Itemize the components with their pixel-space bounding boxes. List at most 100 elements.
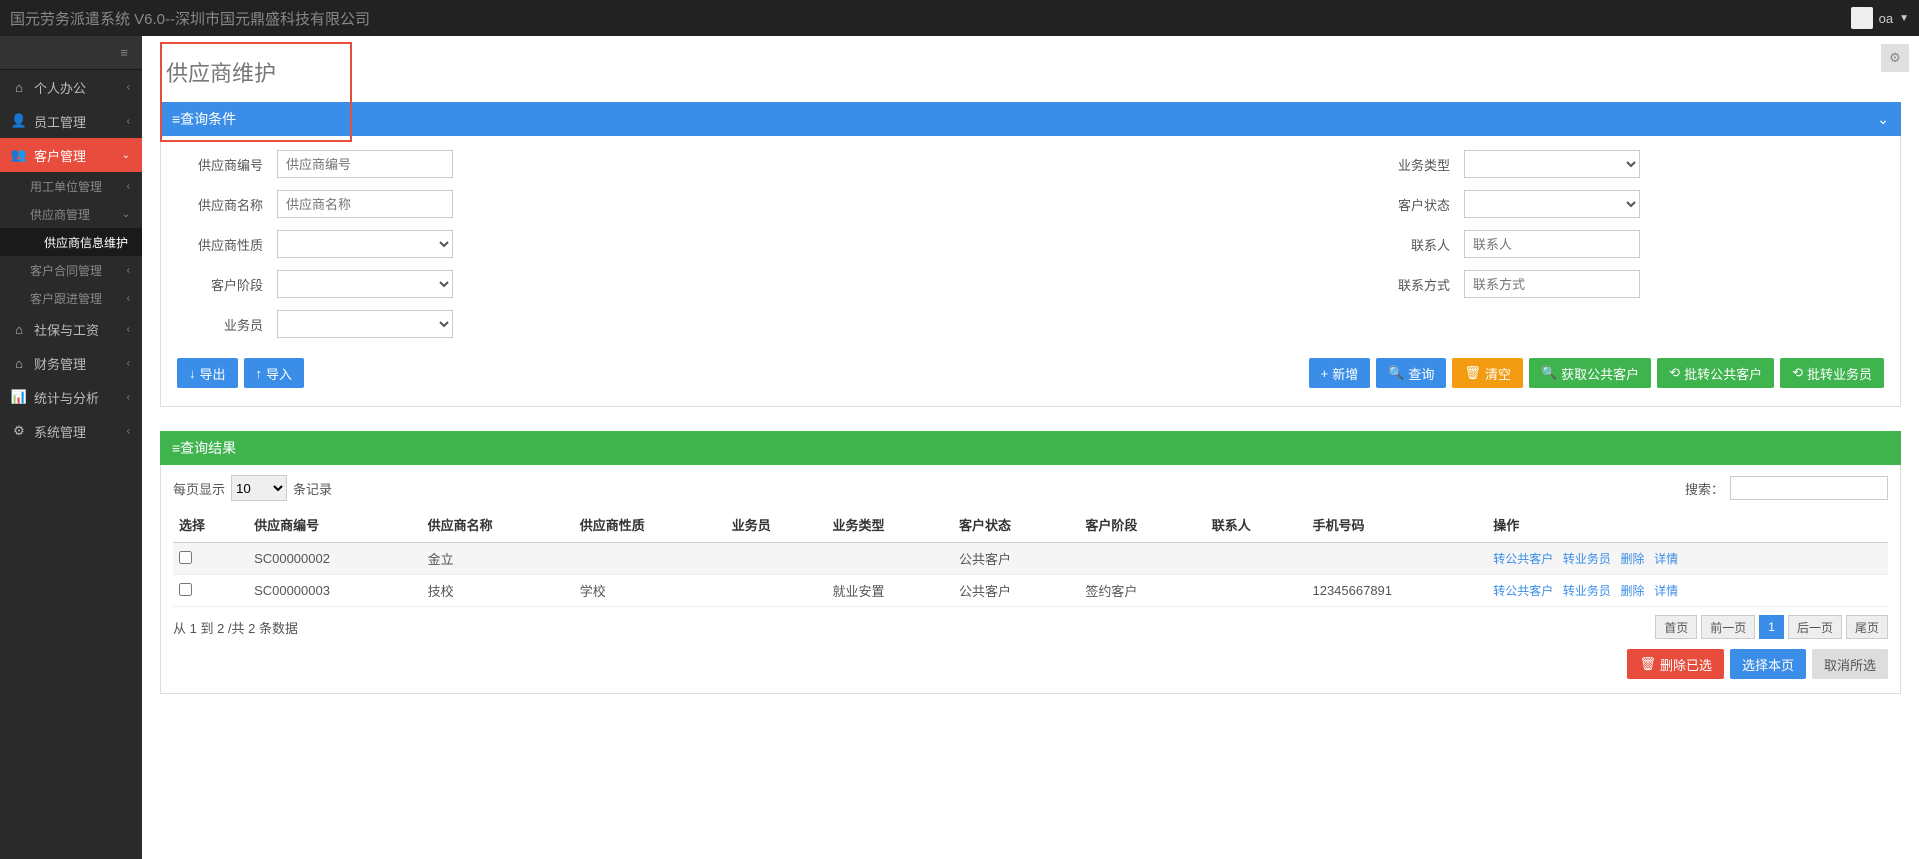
op-detail[interactable]: 详情 [1654, 552, 1678, 566]
cell-phone [1306, 543, 1487, 575]
nav-finance[interactable]: ⌂财务管理‹ [0, 346, 142, 380]
topbar: 国元劳务派遣系统 V6.0--深圳市国元鼎盛科技有限公司 oa ▼ [0, 0, 1919, 36]
label-supplier-nature: 供应商性质 [177, 235, 277, 254]
user-menu[interactable]: oa ▼ [1851, 7, 1909, 29]
settings-button[interactable]: ⚙ [1881, 44, 1909, 72]
chevron-icon: ‹ [127, 358, 130, 369]
import-button[interactable]: ↑导入 [244, 358, 305, 388]
cell-name: 技校 [422, 575, 574, 607]
supplier-nature-select[interactable] [277, 230, 453, 258]
table-info: 从 1 到 2 /共 2 条数据 [173, 618, 298, 637]
page-size-select[interactable]: 10 [231, 475, 287, 501]
per-page-suffix: 条记录 [293, 479, 332, 498]
salesman-select[interactable] [277, 310, 453, 338]
chevron-icon: ‹ [127, 324, 130, 335]
nav-personal[interactable]: ⌂个人办公‹ [0, 70, 142, 104]
batch-sales-button[interactable]: ⟲批转业务员 [1780, 358, 1884, 388]
op-delete[interactable]: 删除 [1621, 552, 1645, 566]
nav-system[interactable]: ⚙系统管理‹ [0, 414, 142, 448]
avatar [1851, 7, 1873, 29]
sidebar-toggle[interactable]: ≡ [0, 36, 142, 70]
pager-page[interactable]: 1 [1759, 615, 1784, 639]
cell-phone: 12345667891 [1306, 575, 1487, 607]
query-panel-body: 供应商编号 供应商名称 供应商性质 客户阶段 业务员 业务类型 客户状态 联系人… [160, 136, 1901, 407]
trash-icon: 🗑 [1639, 656, 1656, 672]
get-public-button[interactable]: 🔍获取公共客户 [1529, 358, 1651, 388]
cell-biztype [827, 543, 953, 575]
collapse-button[interactable]: ⌄ [1877, 111, 1889, 128]
sub-contract[interactable]: 客户合同管理‹ [0, 256, 142, 284]
search-label: 搜索： [1685, 479, 1724, 498]
nav-stats[interactable]: 📊统计与分析‹ [0, 380, 142, 414]
sub-supplier[interactable]: 供应商管理⌄ [0, 200, 142, 228]
select-page-button[interactable]: 选择本页 [1730, 649, 1806, 679]
download-icon: ↓ [189, 366, 196, 381]
op-delete[interactable]: 删除 [1621, 584, 1645, 598]
batch-public-button[interactable]: ⟲批转公共客户 [1657, 358, 1774, 388]
clear-button[interactable]: 🗑清空 [1452, 358, 1523, 388]
customer-stage-select[interactable] [277, 270, 453, 298]
business-type-select[interactable] [1464, 150, 1640, 178]
op-to-sales[interactable]: 转业务员 [1563, 552, 1611, 566]
cell-ops: 转公共客户 转业务员 删除 详情 [1487, 543, 1888, 575]
sub-employer[interactable]: 用工单位管理‹ [0, 172, 142, 200]
sub-supplier-info[interactable]: 供应商信息维护 [0, 228, 142, 256]
export-button[interactable]: ↓导出 [177, 358, 238, 388]
nav-customer[interactable]: 👥客户管理⌄ [0, 138, 142, 172]
col-stage: 客户阶段 [1079, 507, 1205, 543]
cell-nature: 学校 [574, 575, 726, 607]
cell-contact [1206, 575, 1307, 607]
cell-code: SC00000002 [248, 543, 422, 575]
op-to-public[interactable]: 转公共客户 [1493, 584, 1553, 598]
menu-icon: ≡ [172, 111, 180, 127]
deselect-all-button[interactable]: 取消所选 [1812, 649, 1888, 679]
pager-first[interactable]: 首页 [1655, 615, 1697, 639]
op-to-public[interactable]: 转公共客户 [1493, 552, 1553, 566]
gear-icon: ⚙ [12, 423, 26, 439]
search-icon: 🔍 [1541, 365, 1557, 381]
cell-contact [1206, 543, 1307, 575]
table-row: SC00000002 金立 公共客户 转公共客户 转业务员 [173, 543, 1888, 575]
supplier-name-input[interactable] [277, 190, 453, 218]
cell-stage: 签约客户 [1079, 575, 1205, 607]
chart-icon: 📊 [12, 389, 26, 405]
chevron-down-icon: ▼ [1899, 13, 1909, 24]
results-panel-body: 每页显示 10 条记录 搜索： 选择 供应商编号 供应商名称 供应商性质 业务员 [160, 465, 1901, 694]
row-checkbox[interactable] [179, 551, 192, 564]
row-checkbox[interactable] [179, 583, 192, 596]
delete-selected-button[interactable]: 🗑删除已选 [1627, 649, 1724, 679]
sub-follow[interactable]: 客户跟进管理‹ [0, 284, 142, 312]
user-icon: 👤 [12, 113, 26, 129]
op-detail[interactable]: 详情 [1654, 584, 1678, 598]
contact-input[interactable] [1464, 230, 1640, 258]
label-customer-status: 客户状态 [1364, 195, 1464, 214]
nav-employee[interactable]: 👤员工管理‹ [0, 104, 142, 138]
supplier-code-input[interactable] [277, 150, 453, 178]
results-table: 选择 供应商编号 供应商名称 供应商性质 业务员 业务类型 客户状态 客户阶段 … [173, 507, 1888, 607]
label-contact: 联系人 [1364, 235, 1464, 254]
chevron-icon: ‹ [127, 265, 130, 276]
col-nature: 供应商性质 [574, 507, 726, 543]
page-title: 供应商维护 [166, 56, 1901, 88]
pager-prev[interactable]: 前一页 [1701, 615, 1755, 639]
sidebar: ≡ ⌂个人办公‹ 👤员工管理‹ 👥客户管理⌄ 用工单位管理‹ 供应商管理⌄ 供应… [0, 36, 142, 859]
menu-icon: ≡ [172, 440, 180, 456]
label-supplier-code: 供应商编号 [177, 155, 277, 174]
home-icon: ⌂ [12, 322, 26, 337]
col-salesman: 业务员 [726, 507, 827, 543]
nav-social[interactable]: ⌂社保与工资‹ [0, 312, 142, 346]
customer-status-select[interactable] [1464, 190, 1640, 218]
chevron-icon: ‹ [127, 181, 130, 192]
add-button[interactable]: +新增 [1309, 358, 1371, 388]
search-button[interactable]: 🔍查询 [1376, 358, 1446, 388]
search-input[interactable] [1730, 476, 1888, 500]
pager-next[interactable]: 后一页 [1788, 615, 1842, 639]
users-icon: 👥 [12, 147, 26, 163]
cell-biztype: 就业安置 [827, 575, 953, 607]
main: ⚙ 供应商维护 ≡ 查询条件 ⌄ 供应商编号 供应商名称 供应商性质 客户阶段 … [142, 36, 1919, 859]
pager-last[interactable]: 尾页 [1846, 615, 1888, 639]
cell-nature [574, 543, 726, 575]
op-to-sales[interactable]: 转业务员 [1563, 584, 1611, 598]
search-icon: 🔍 [1388, 365, 1404, 381]
contact-way-input[interactable] [1464, 270, 1640, 298]
